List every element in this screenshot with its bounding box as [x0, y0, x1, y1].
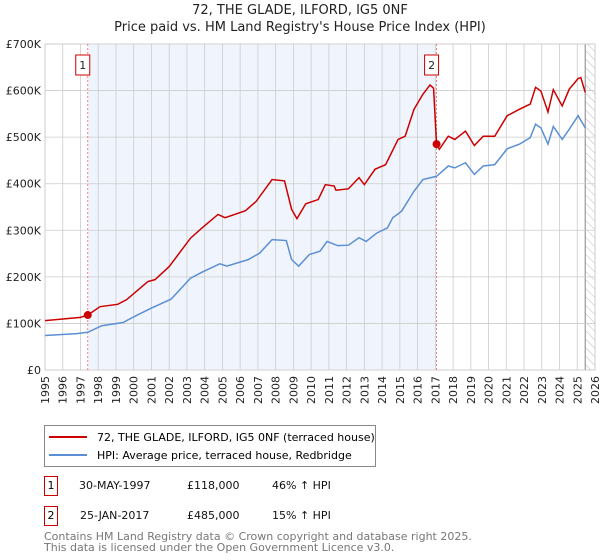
x-tick-label: 2004 [199, 376, 212, 404]
y-tick-label: £700K [6, 38, 42, 51]
x-tick-label: 2020 [483, 376, 496, 404]
y-tick-label: £0 [27, 364, 41, 377]
x-tick-label: 2014 [376, 376, 389, 404]
chart-title: 72, THE GLADE, ILFORD, IG5 0NF [192, 3, 408, 18]
x-tick-label: 2023 [536, 376, 549, 404]
sale-hpi-diff: 46% ↑ HPI [272, 479, 331, 492]
sale-point [83, 311, 92, 320]
x-tick-label: 1998 [92, 376, 105, 404]
ownership-shading [87, 44, 437, 370]
x-tick-label: 2007 [252, 376, 265, 404]
x-tick-label: 1996 [57, 376, 70, 404]
legend-label: HPI: Average price, terraced house, Redb… [97, 448, 352, 462]
y-tick-label: £500K [6, 131, 42, 144]
y-tick-label: £300K [6, 224, 42, 237]
series-line [44, 76, 586, 322]
x-tick-label: 2000 [128, 376, 141, 404]
sale-label: 2 [428, 59, 435, 72]
sale-hpi-diff: 15% ↑ HPI [272, 509, 331, 522]
x-tick-label: 2006 [234, 376, 247, 404]
sale-marker-badge: 2 [44, 506, 58, 526]
x-tick-label: 2015 [394, 376, 407, 404]
x-tick-label: 2022 [518, 376, 531, 404]
sale-label-box [75, 54, 91, 76]
y-tick-label: £100K [6, 317, 42, 330]
y-tick-label: £600K [6, 85, 42, 98]
y-tick-label: £200K [6, 271, 42, 284]
footer: Contains HM Land Registry data © Crown c… [44, 531, 472, 553]
x-tick-label: 1995 [39, 376, 52, 404]
x-tick-label: 2017 [429, 376, 442, 404]
legend-item-property: 72, THE GLADE, ILFORD, IG5 0NF (terraced… [49, 429, 375, 445]
sale-label: 1 [79, 59, 86, 72]
x-tick-label: 2012 [341, 376, 354, 404]
x-tick-label: 2025 [571, 376, 584, 404]
x-tick-label: 2008 [270, 376, 283, 404]
x-tick-label: 2018 [447, 376, 460, 404]
series-line [44, 114, 586, 337]
x-tick-label: 2011 [323, 376, 336, 404]
x-tick-label: 2013 [358, 376, 371, 404]
x-tick-label: 2026 [589, 376, 600, 404]
legend-item-hpi: HPI: Average price, terraced house, Redb… [49, 447, 352, 463]
sale-price: £485,000 [187, 509, 240, 522]
legend-swatch-blue [49, 454, 87, 456]
future-hatch [585, 44, 595, 370]
x-tick-label: 2021 [500, 376, 513, 404]
x-tick-label: 2024 [554, 376, 567, 404]
legend-label: 72, THE GLADE, ILFORD, IG5 0NF (terraced… [97, 430, 375, 444]
x-tick-label: 2002 [163, 376, 176, 404]
sale-point [432, 140, 441, 149]
sale-date: 25-JAN-2017 [80, 509, 150, 522]
sale-label-box [424, 54, 440, 76]
x-tick-label: 2005 [216, 376, 229, 404]
price-chart: 1995 1996 1997 1998 1999 2000 2001 2002 2003 2004… [6, 38, 600, 404]
legend: 72, THE GLADE, ILFORD, IG5 0NF (terraced… [44, 425, 376, 467]
x-tick-label: 2016 [412, 376, 425, 404]
x-tick-label: 1997 [74, 376, 87, 404]
footer-licence: This data is licensed under the Open Gov… [44, 541, 395, 554]
sale-price: £118,000 [187, 479, 240, 492]
sale-date: 30-MAY-1997 [79, 479, 151, 492]
legend-swatch-red [49, 436, 87, 438]
chart-subtitle: Price paid vs. HM Land Registry's House … [114, 20, 486, 35]
y-tick-label: £400K [6, 178, 42, 191]
x-tick-label: 2010 [305, 376, 318, 404]
sale-marker-badge: 1 [44, 476, 58, 496]
x-tick-label: 2001 [145, 376, 158, 404]
x-tick-label: 2019 [465, 376, 478, 404]
x-tick-label: 1999 [110, 376, 123, 404]
x-tick-label: 2009 [287, 376, 300, 404]
x-tick-label: 2003 [181, 376, 194, 404]
footer-copyright: Contains HM Land Registry data © Crown c… [44, 530, 472, 543]
